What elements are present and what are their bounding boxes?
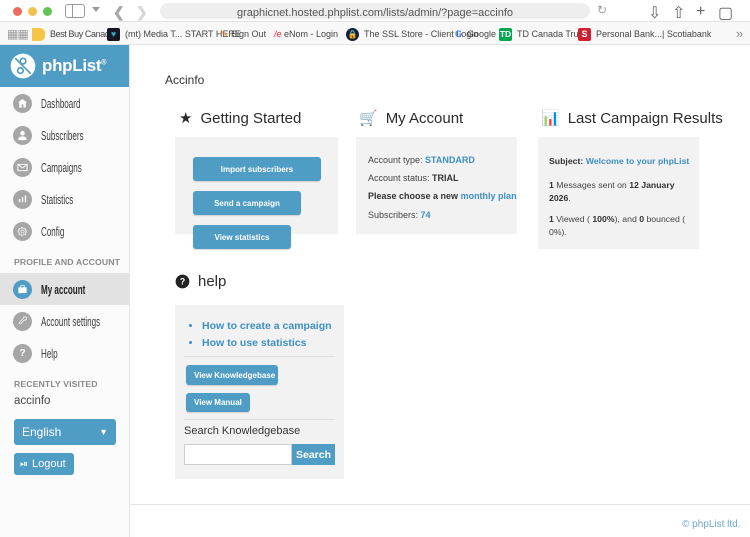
- svg-text:?: ?: [180, 277, 185, 287]
